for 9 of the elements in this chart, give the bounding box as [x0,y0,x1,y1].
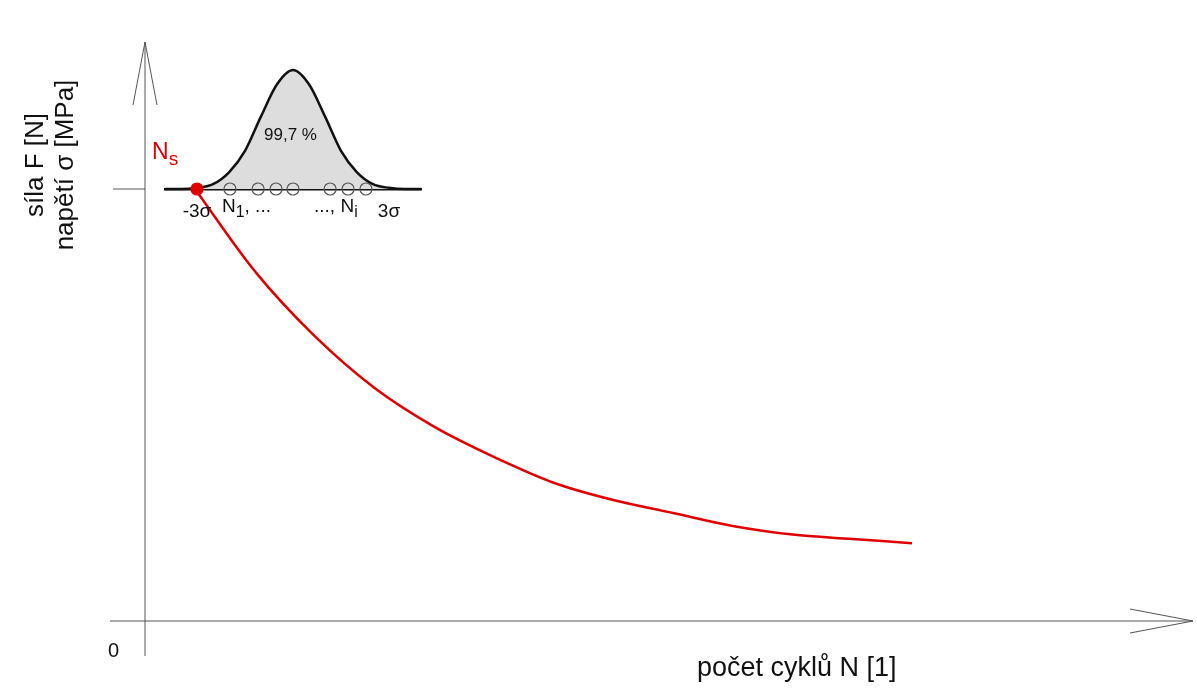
annotation: 99,7 % [262,125,319,144]
text: 0 [108,639,120,661]
annotation: ..., N$_{i}$ [314,195,358,220]
series-label: N$_{s}$ [152,138,179,169]
annotation: N$_{1}$, ... [222,195,271,220]
x-tick-label: -3σ [182,199,212,221]
x-axis-title: počet cyklů N [1] [697,652,897,683]
x-tick-label: 3σ [377,199,401,221]
y-axis-title: síla F [N] napětí σ [MPa] [19,79,80,251]
